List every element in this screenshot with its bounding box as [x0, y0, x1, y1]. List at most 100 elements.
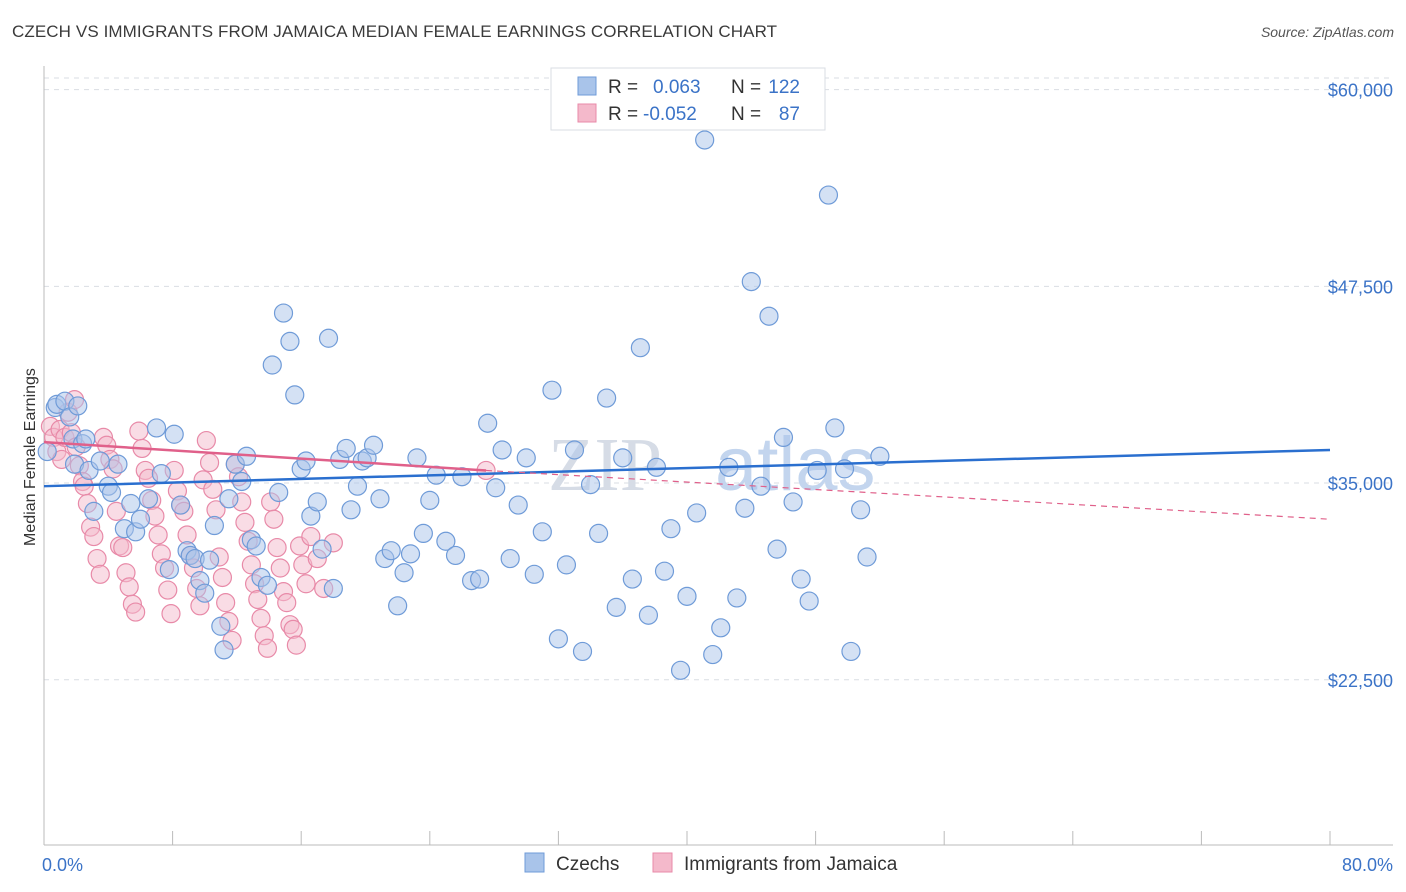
czech-point-58 — [347, 476, 368, 496]
czech-point-124 — [857, 547, 877, 567]
czech-point-47 — [285, 385, 305, 405]
czech-point-100 — [661, 519, 681, 539]
legend-r-value-czech: 0.063 — [653, 77, 701, 98]
jamaica-trend-line — [43, 440, 487, 472]
legend-r-value-jamaica: -0.052 — [643, 104, 697, 125]
czech-point-99 — [654, 561, 675, 581]
czech-point-49 — [296, 451, 316, 471]
czech-point-25 — [171, 495, 191, 515]
czech-point-35 — [219, 489, 239, 509]
czech-point-109 — [735, 498, 755, 518]
czech-point-105 — [703, 644, 723, 665]
czech-point-17 — [121, 493, 141, 514]
czech-point-86 — [548, 629, 569, 649]
czech-point-85 — [542, 380, 562, 400]
czech-point-77 — [478, 413, 498, 433]
czech-point-7 — [68, 396, 88, 416]
czech-point-32 — [204, 515, 224, 536]
czech-point-67 — [400, 544, 421, 564]
czech-point-80 — [500, 548, 520, 569]
x-tick-max: 80.0% — [1342, 855, 1393, 875]
legend-r-label-czech: R = — [608, 77, 638, 98]
czech-point-45 — [273, 303, 294, 323]
jamaica-point-38 — [158, 580, 178, 600]
czech-point-46 — [280, 331, 300, 352]
czech-point-82 — [516, 448, 536, 468]
czech-point-78 — [486, 478, 506, 498]
czech-point-31 — [199, 550, 220, 570]
y-tick-label-3: $60,000 — [1328, 81, 1393, 101]
czech-point-93 — [606, 597, 626, 617]
czech-point-123 — [851, 500, 871, 520]
czech-point-114 — [773, 427, 794, 448]
czech-point-14 — [101, 482, 122, 503]
jamaica-point-24 — [113, 537, 133, 558]
czech-point-70 — [420, 490, 440, 510]
jamaica-point-52 — [203, 479, 223, 499]
czech-point-83 — [524, 564, 544, 584]
jamaica-point-55 — [212, 567, 233, 588]
trend-lines — [43, 440, 1331, 520]
x-tick-min: 0.0% — [42, 855, 83, 875]
jamaica-point-66 — [248, 589, 268, 610]
czech-point-118 — [807, 460, 827, 481]
jamaica-point-71 — [264, 509, 284, 529]
czech-point-43 — [262, 355, 282, 375]
czech-trend-line — [43, 448, 1331, 488]
czech-point-97 — [638, 605, 659, 625]
watermark-zip: ZIP — [548, 423, 662, 507]
czech-point-0 — [37, 441, 57, 462]
jamaica-point-75 — [277, 593, 297, 613]
czech-point-88 — [564, 440, 585, 460]
czech-point-113 — [767, 539, 787, 559]
czech-point-92 — [597, 388, 617, 408]
czech-point-69 — [413, 523, 433, 544]
jamaica-point-78 — [286, 635, 306, 655]
jamaica-point-17 — [90, 564, 110, 584]
czech-point-57 — [341, 500, 361, 520]
legend-swatch-jamaica — [577, 103, 597, 123]
czech-point-122 — [841, 641, 861, 662]
czech-point-12 — [90, 451, 110, 471]
czech-point-62 — [370, 489, 390, 509]
bottom-legend-swatch-czech — [524, 852, 545, 873]
czech-point-40 — [246, 536, 266, 556]
czech-point-119 — [818, 185, 839, 205]
top-legend: R = 0.063 N = 122 R = -0.052 N = 87 — [550, 67, 826, 131]
czech-point-108 — [727, 588, 747, 608]
czech-point-110 — [741, 272, 761, 292]
legend-n-value-jamaica: 87 — [779, 104, 800, 125]
czech-point-15 — [108, 454, 128, 474]
jamaica-points — [40, 390, 496, 658]
source-label: Source: ZipAtlas.com — [1260, 24, 1394, 40]
czech-point-101 — [670, 660, 691, 680]
czech-point-53 — [318, 328, 339, 348]
czech-point-61 — [363, 435, 384, 455]
czech-point-87 — [556, 555, 577, 575]
czech-point-103 — [687, 503, 707, 523]
bottom-legend-jamaica: Immigrants from Jamaica — [684, 854, 898, 875]
czech-point-30 — [195, 583, 215, 603]
czech-point-90 — [580, 475, 601, 495]
czech-point-116 — [791, 569, 811, 589]
czech-point-84 — [532, 522, 552, 542]
czech-point-104 — [695, 130, 715, 150]
czech-point-64 — [381, 541, 401, 561]
czech-point-72 — [436, 531, 456, 551]
gridlines — [44, 77, 1393, 681]
czech-point-76 — [470, 569, 490, 589]
jamaica-point-67 — [251, 608, 271, 628]
czech-point-33 — [211, 616, 231, 636]
jamaica-point-69 — [257, 638, 278, 658]
czech-point-115 — [783, 492, 803, 512]
czech-point-44 — [269, 482, 289, 503]
legend-n-value-czech: 122 — [768, 77, 800, 98]
czech-point-73 — [445, 545, 466, 566]
czech-point-117 — [799, 591, 819, 611]
jamaica-point-73 — [270, 558, 290, 578]
czech-point-56 — [336, 438, 356, 459]
czech-points — [37, 130, 890, 680]
y-tick-labels: $22,500 $35,000 $47,500 $60,000 — [1328, 81, 1393, 691]
jamaica-point-29 — [129, 421, 149, 441]
